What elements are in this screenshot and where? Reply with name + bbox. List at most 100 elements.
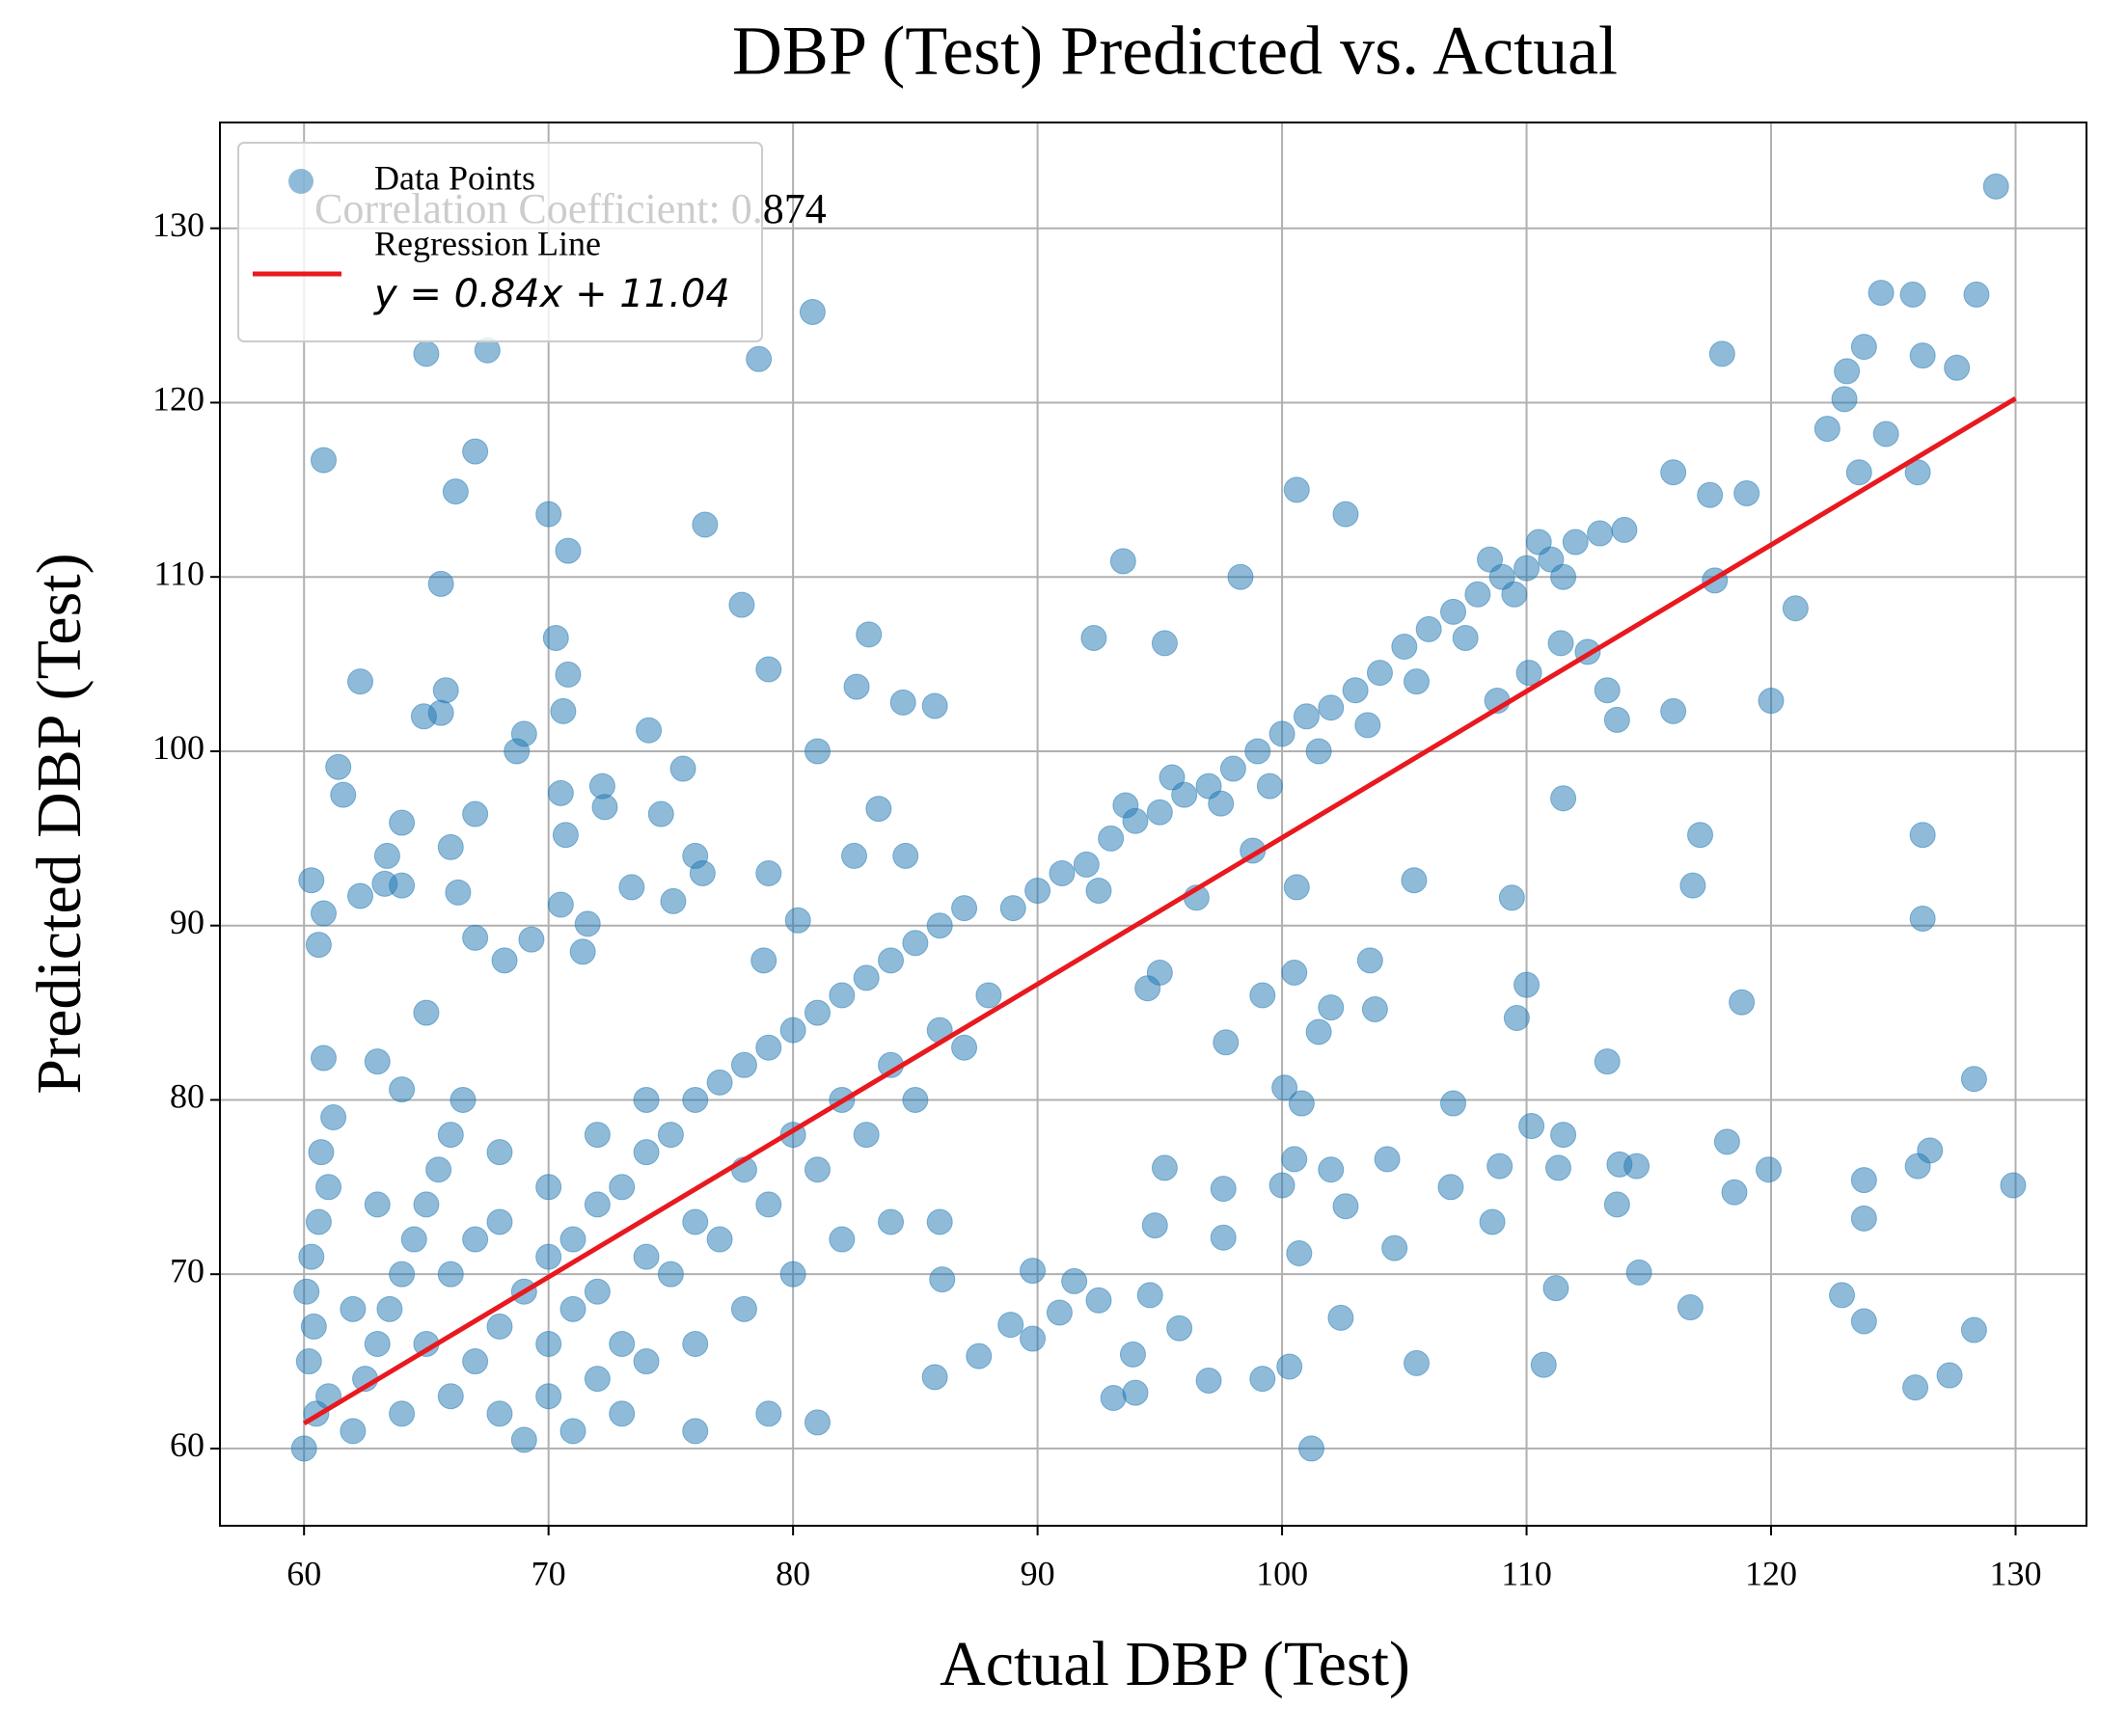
data-point bbox=[325, 753, 352, 780]
data-point bbox=[1679, 872, 1706, 899]
data-point bbox=[682, 1086, 709, 1113]
data-point bbox=[1872, 420, 1899, 448]
data-point bbox=[550, 697, 577, 724]
data-point bbox=[660, 887, 687, 914]
data-point bbox=[445, 879, 472, 906]
data-point bbox=[1963, 281, 1990, 308]
data-point bbox=[510, 1426, 537, 1453]
data-point bbox=[1909, 822, 1936, 849]
data-point bbox=[853, 1122, 880, 1149]
data-point bbox=[755, 1191, 782, 1218]
data-point bbox=[1286, 1239, 1313, 1266]
legend-marker bbox=[288, 169, 314, 194]
data-point bbox=[865, 796, 892, 823]
data-point bbox=[340, 1418, 367, 1445]
data-point bbox=[1513, 555, 1541, 582]
data-point bbox=[1677, 1294, 1704, 1321]
data-point bbox=[1782, 595, 1809, 622]
data-point bbox=[427, 570, 454, 597]
data-point bbox=[1440, 1090, 1467, 1117]
x-tick-label: 90 bbox=[1021, 1554, 1055, 1592]
data-point bbox=[799, 298, 826, 325]
data-point bbox=[535, 501, 562, 528]
data-point bbox=[1960, 1066, 1987, 1093]
data-point bbox=[300, 1313, 327, 1340]
data-point bbox=[1845, 459, 1872, 486]
data-point bbox=[1550, 1122, 1577, 1149]
data-point bbox=[1134, 975, 1161, 1002]
data-point bbox=[1244, 738, 1271, 765]
data-point bbox=[518, 926, 545, 953]
data-point bbox=[1020, 1258, 1047, 1285]
data-point bbox=[618, 874, 645, 901]
data-point bbox=[1452, 624, 1479, 651]
data-point bbox=[1073, 851, 1100, 878]
data-point bbox=[1318, 694, 1345, 721]
data-point bbox=[569, 938, 596, 965]
x-tick-label: 100 bbox=[1256, 1554, 1308, 1592]
data-point bbox=[1085, 878, 1112, 905]
data-point bbox=[609, 1330, 636, 1357]
data-point bbox=[346, 882, 373, 909]
data-point bbox=[389, 1400, 416, 1427]
data-point bbox=[1525, 529, 1552, 556]
data-point bbox=[1479, 1208, 1506, 1235]
data-point bbox=[997, 1312, 1024, 1339]
data-point bbox=[878, 1208, 905, 1235]
data-point bbox=[841, 842, 868, 869]
data-point bbox=[1249, 982, 1276, 1009]
data-point bbox=[1318, 1156, 1345, 1183]
data-point bbox=[1122, 807, 1149, 834]
data-point bbox=[889, 689, 916, 716]
data-point bbox=[1415, 615, 1442, 642]
data-point bbox=[1249, 1366, 1276, 1393]
data-point bbox=[462, 800, 489, 827]
x-tick-label: 120 bbox=[1745, 1554, 1797, 1592]
data-point bbox=[1098, 825, 1125, 852]
data-point bbox=[462, 924, 489, 951]
data-point bbox=[633, 1243, 660, 1270]
data-point bbox=[1501, 581, 1528, 608]
data-point bbox=[1219, 755, 1246, 782]
data-point bbox=[1281, 959, 1308, 986]
y-tick-label: 60 bbox=[170, 1425, 205, 1464]
y-tick-label: 130 bbox=[152, 205, 205, 244]
y-tick-label: 90 bbox=[170, 903, 205, 941]
data-point bbox=[609, 1174, 636, 1201]
data-point bbox=[856, 621, 883, 648]
data-point bbox=[1100, 1385, 1127, 1412]
data-point bbox=[1354, 712, 1381, 739]
data-point bbox=[389, 1076, 416, 1103]
data-point bbox=[1660, 697, 1687, 724]
data-point bbox=[1562, 529, 1589, 556]
data-point bbox=[1909, 342, 1936, 369]
data-point bbox=[413, 999, 440, 1026]
data-point bbox=[1141, 1212, 1168, 1239]
data-point bbox=[750, 947, 777, 974]
data-point bbox=[298, 867, 325, 894]
data-point bbox=[535, 1243, 562, 1270]
data-point bbox=[1080, 624, 1107, 651]
data-point bbox=[1374, 1146, 1401, 1173]
x-tick-label: 60 bbox=[286, 1554, 321, 1592]
data-point bbox=[305, 932, 332, 959]
data-point bbox=[1982, 173, 2009, 200]
data-point bbox=[730, 1051, 757, 1078]
y-tick-label: 100 bbox=[152, 728, 205, 767]
data-point bbox=[1611, 516, 1638, 543]
legend-label: Regression Line bbox=[374, 224, 601, 262]
data-point bbox=[1545, 1154, 1572, 1181]
regression-line bbox=[302, 395, 2017, 1426]
data-point bbox=[878, 947, 905, 974]
data-point bbox=[591, 794, 618, 821]
data-point bbox=[320, 1104, 347, 1131]
data-point bbox=[1046, 1299, 1073, 1326]
data-point bbox=[755, 1034, 782, 1061]
data-point bbox=[804, 1409, 831, 1436]
data-point bbox=[535, 1330, 562, 1357]
y-tick-label: 70 bbox=[170, 1251, 205, 1289]
data-point bbox=[843, 673, 870, 700]
data-point bbox=[921, 692, 948, 719]
